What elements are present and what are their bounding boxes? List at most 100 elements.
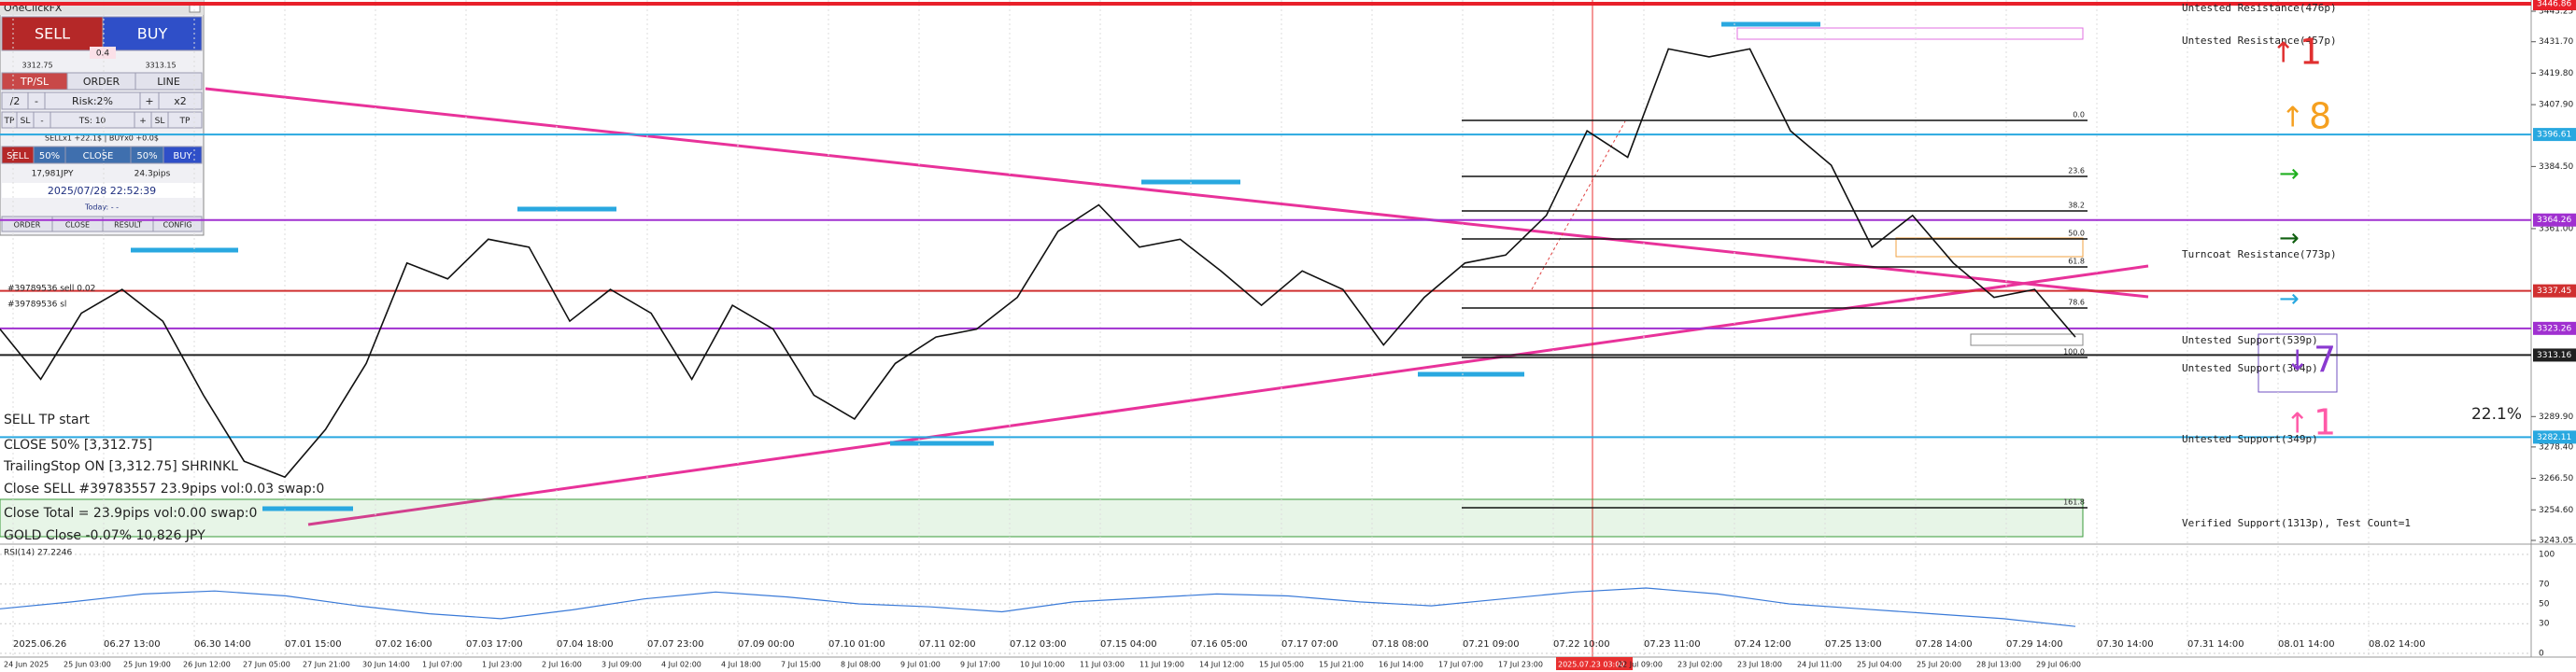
spread-bg bbox=[90, 47, 116, 59]
price-tick-label: 3243.05 bbox=[2539, 537, 2573, 546]
ts-row-button[interactable]: SL bbox=[21, 117, 31, 126]
close-row-button[interactable]: 50% bbox=[136, 151, 157, 161]
tabs-top-button[interactable]: TP/SL bbox=[20, 76, 50, 88]
price-highlight bbox=[2533, 430, 2576, 444]
time-label: 11 Jul 03:00 bbox=[1080, 661, 1125, 669]
risk-row-button[interactable]: /2 bbox=[10, 95, 21, 107]
sell-button[interactable]: SELL bbox=[35, 25, 70, 43]
time-label: 06.30 14:00 bbox=[194, 639, 251, 650]
price-tick-label: 3407.90 bbox=[2539, 101, 2573, 110]
close-row-button-bg[interactable] bbox=[163, 146, 203, 164]
arrow: → bbox=[2279, 225, 2300, 253]
time-label: 07.17 07:00 bbox=[1281, 639, 1338, 650]
datetime-bg bbox=[2, 183, 202, 198]
ts-row-button-bg[interactable] bbox=[167, 111, 203, 129]
marker-number: 1 bbox=[2314, 402, 2336, 443]
price-highlight bbox=[2533, 0, 2576, 10]
time-label: 07.03 17:00 bbox=[466, 639, 523, 650]
zone-label: Untested Support(349p) bbox=[2182, 433, 2318, 445]
time-label: 15 Jul 21:00 bbox=[1319, 661, 1364, 669]
tabs-bottom-button[interactable]: ORDER bbox=[14, 221, 41, 230]
time-label: 27 Jun 21:00 bbox=[303, 661, 350, 669]
time-label: 30 Jun 14:00 bbox=[362, 661, 410, 669]
time-label: 07.04 18:00 bbox=[557, 639, 614, 650]
price-tick-label: 3384.50 bbox=[2539, 162, 2573, 172]
time-label: 07.29 14:00 bbox=[2006, 639, 2063, 650]
ts-row-button[interactable]: TP bbox=[4, 117, 15, 126]
price-tick-label: 3278.40 bbox=[2539, 442, 2573, 452]
time-label: 07.25 13:00 bbox=[1825, 639, 1882, 650]
price-highlight-label: 3323.26 bbox=[2537, 324, 2571, 333]
tabs-top-button[interactable]: ORDER bbox=[83, 76, 120, 88]
time-label: 8 Jul 08:00 bbox=[841, 661, 881, 669]
log-line: SELL TP start bbox=[4, 413, 90, 427]
ts-row-button[interactable]: + bbox=[139, 117, 147, 126]
ts-row-button[interactable]: SL bbox=[155, 117, 165, 126]
zone-box bbox=[2258, 333, 2338, 393]
time-label: 24 Jul 11:00 bbox=[1797, 661, 1842, 669]
risk-row-button[interactable]: - bbox=[35, 95, 38, 107]
price-highlight bbox=[2533, 284, 2576, 298]
time-label: 17 Jul 23:00 bbox=[1498, 661, 1543, 669]
log-line: Close SELL #39783557 23.9pips vol:0.03 s… bbox=[4, 482, 324, 497]
zone-label: Turncoat Resistance(773p) bbox=[2182, 248, 2337, 260]
time-label: 25 Jul 04:00 bbox=[1857, 661, 1902, 669]
time-label: 23 Jul 02:00 bbox=[1677, 661, 1722, 669]
marker-arrow: ↑ bbox=[2272, 37, 2295, 70]
price-highlight-label: 3364.26 bbox=[2537, 216, 2571, 225]
close-row-button[interactable]: CLOSE bbox=[83, 151, 114, 161]
ts-row-button[interactable]: TP bbox=[179, 117, 191, 126]
fib-label: 38.2 bbox=[2068, 202, 2085, 210]
time-label: 11 Jul 19:00 bbox=[1139, 661, 1184, 669]
close-row-button[interactable]: BUY bbox=[173, 151, 192, 161]
time-label: 07.11 02:00 bbox=[919, 639, 976, 650]
close-row-button[interactable]: SELL bbox=[7, 151, 29, 161]
tabs-bottom-button[interactable]: CONFIG bbox=[163, 221, 191, 230]
time-label: 07.02 16:00 bbox=[375, 639, 432, 650]
fib-label: 23.6 bbox=[2068, 167, 2085, 175]
zone-label: Untested Resistance(457p) bbox=[2182, 35, 2337, 47]
price-highlight-label: 3446.86 bbox=[2537, 0, 2571, 9]
price-highlight-label: 3313.16 bbox=[2537, 351, 2571, 360]
log-line: GOLD Close -0.07% 10,826 JPY bbox=[4, 528, 205, 543]
profit-pips: 24.3pips bbox=[134, 170, 171, 179]
percent-label: 22.1% bbox=[2471, 405, 2522, 424]
time-label: 25 Jun 19:00 bbox=[123, 661, 171, 669]
tabs-top-button-bg[interactable] bbox=[134, 72, 203, 91]
risk-row-button[interactable]: Risk:2% bbox=[72, 95, 113, 107]
time-label: 28 Jul 13:00 bbox=[1976, 661, 2021, 669]
time-label: 16 Jul 14:00 bbox=[1379, 661, 1423, 669]
risk-row-button[interactable]: x2 bbox=[174, 95, 187, 107]
time-label: 4 Jul 02:00 bbox=[661, 661, 701, 669]
close-row-button[interactable]: 50% bbox=[39, 151, 60, 161]
spread: 0.4 bbox=[96, 49, 110, 59]
tabs-bottom-button[interactable]: RESULT bbox=[114, 221, 142, 230]
fib-label: 0.0 bbox=[2073, 111, 2085, 119]
buy-button[interactable]: BUY bbox=[137, 25, 168, 43]
price-tick-label: 3266.50 bbox=[2539, 474, 2573, 483]
buy-button-bg[interactable] bbox=[102, 16, 203, 51]
volume-box bbox=[0, 498, 2084, 538]
log-line: TrailingStop ON [3,312.75] SHRINKL bbox=[3, 459, 238, 474]
tabs-top-button[interactable]: LINE bbox=[157, 76, 180, 88]
bid: 3312.75 bbox=[21, 62, 52, 70]
ts-row-button[interactable]: TS: 10 bbox=[78, 117, 106, 126]
arrows: → → → bbox=[2279, 161, 2300, 314]
time-label: 07.15 04:00 bbox=[1100, 639, 1157, 650]
trendline bbox=[307, 264, 2149, 526]
zone-label: Untested Support(364p) bbox=[2182, 362, 2318, 374]
tabs-bottom-button[interactable]: CLOSE bbox=[65, 221, 90, 230]
price-tick-label: 3419.80 bbox=[2539, 69, 2573, 78]
price-tick-label: 3443.25 bbox=[2539, 7, 2573, 17]
risk-row-button-bg[interactable] bbox=[158, 91, 203, 110]
time-label: 07.24 12:00 bbox=[1734, 639, 1791, 650]
price-highlight-label: 3282.11 bbox=[2537, 433, 2571, 442]
time-label: 25 Jul 20:00 bbox=[1917, 661, 1961, 669]
risk-row-button[interactable]: + bbox=[145, 95, 153, 107]
marker-number: 8 bbox=[2309, 96, 2331, 137]
time-label: 22 Jul 09:00 bbox=[1618, 661, 1663, 669]
ask: 3313.15 bbox=[145, 62, 176, 70]
ts-row-button[interactable]: - bbox=[40, 117, 43, 126]
